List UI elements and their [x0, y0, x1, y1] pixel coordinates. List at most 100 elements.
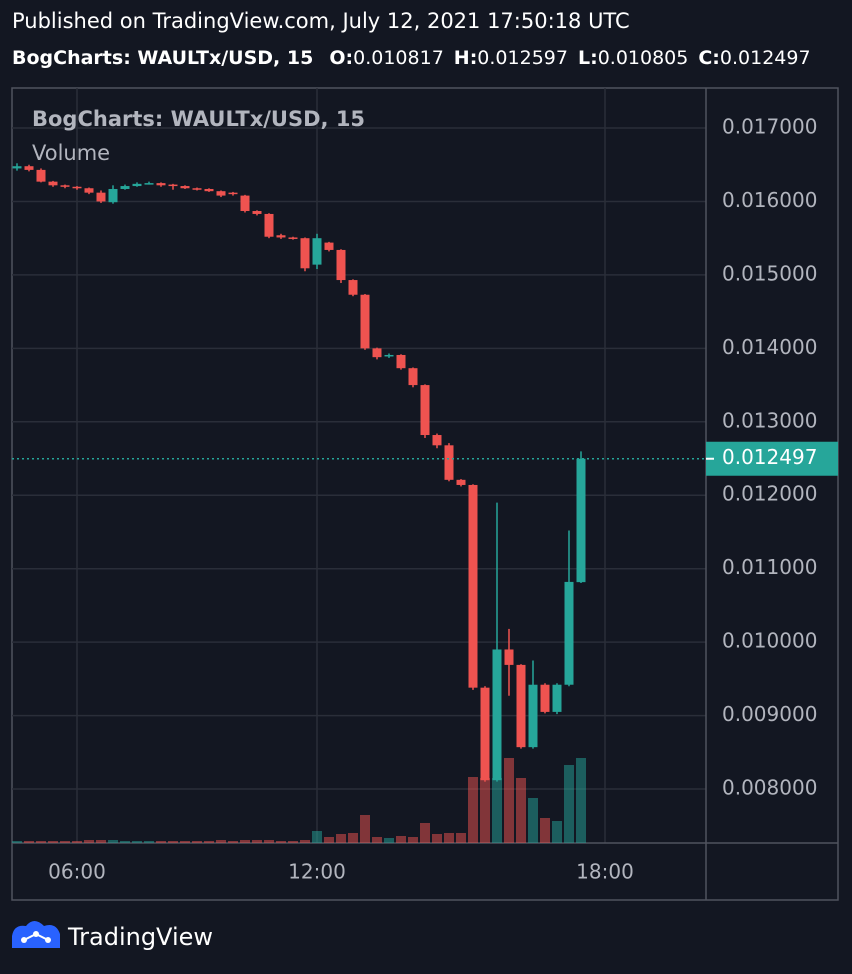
y-tick-label: 0.010000: [722, 629, 817, 653]
brand: TradingView: [67, 923, 213, 951]
volume-bar: [216, 840, 226, 843]
y-tick-label: 0.008000: [722, 776, 817, 800]
y-tick-label: 0.013000: [722, 408, 817, 432]
volume-bar: [252, 840, 262, 843]
volume-bar: [180, 841, 190, 843]
volume-bar: [456, 833, 466, 843]
candle-body: [336, 249, 346, 281]
candle-body: [396, 354, 406, 369]
volume-bar: [36, 841, 46, 843]
candle-body: [204, 188, 214, 192]
last-price-label: 0.012497: [722, 445, 817, 469]
ohlc-value: 0.010805: [598, 47, 689, 69]
candle-body: [576, 458, 586, 583]
volume-bar: [516, 778, 526, 843]
volume-bar: [228, 841, 238, 843]
volume-bar: [276, 841, 286, 843]
candle-body: [420, 385, 430, 436]
ohlc-label: H:: [454, 47, 478, 69]
candle-body: [132, 183, 142, 187]
candle-body: [432, 435, 442, 446]
volume-bar: [360, 815, 370, 843]
volume-bar: [336, 834, 346, 843]
candle-body: [264, 213, 274, 237]
volume-bar: [156, 841, 166, 843]
candle-body: [192, 188, 202, 190]
candle-body: [72, 186, 82, 189]
volume-bar: [48, 841, 58, 843]
volume-bar: [72, 841, 82, 843]
candle-body: [540, 684, 550, 712]
volume-bar: [96, 840, 106, 843]
volume-bar: [504, 758, 514, 843]
volume-bar: [312, 831, 322, 843]
candle-body: [468, 484, 478, 688]
candle-body: [60, 185, 70, 187]
candle-body: [384, 354, 394, 357]
volume-bar: [300, 840, 310, 843]
candle-body: [456, 479, 466, 485]
published-line: Published on TradingView.com, July 12, 2…: [12, 9, 630, 33]
logo: [12, 921, 60, 948]
candle-body: [408, 368, 418, 386]
y-tick-label: 0.009000: [722, 702, 817, 726]
candle-body: [504, 649, 514, 665]
candle-body: [36, 169, 46, 182]
volume-bar: [540, 818, 550, 843]
candle-body: [348, 280, 358, 295]
chart-title: BogCharts: WAULTx/USD, 15: [32, 107, 365, 131]
candle-body: [108, 188, 118, 203]
candle-body: [516, 664, 526, 748]
ohlc-label: C:: [698, 47, 720, 69]
y-tick-label: 0.016000: [722, 188, 817, 212]
volume-bar: [420, 823, 430, 843]
candle-body: [492, 649, 502, 781]
candle-body: [156, 183, 166, 186]
volume-bar: [468, 777, 478, 843]
y-tick-label: 0.017000: [722, 115, 817, 139]
candle-body: [216, 191, 226, 196]
candle-body: [12, 166, 22, 169]
x-tick-label: 12:00: [288, 860, 346, 884]
volume-bar: [84, 840, 94, 843]
candle-body: [480, 687, 490, 781]
ohlc-label: O:: [329, 47, 353, 69]
candle-body: [528, 684, 538, 748]
volume-bar: [108, 840, 118, 843]
candle-body: [312, 238, 322, 265]
x-tick-label: 18:00: [576, 860, 634, 884]
volume-bar: [240, 840, 250, 843]
candle-body: [288, 237, 298, 239]
ohlc-value: 0.012597: [477, 47, 568, 69]
x-tick-label: 06:00: [48, 860, 106, 884]
y-tick-label: 0.011000: [722, 555, 817, 579]
volume-bar: [372, 837, 382, 843]
candle-body: [144, 183, 154, 185]
ohlc-value: 0.012497: [720, 47, 811, 69]
volume-bar: [24, 841, 34, 843]
y-tick-label: 0.015000: [722, 261, 817, 285]
volume-bar: [432, 834, 442, 843]
candle-body: [552, 684, 562, 712]
volume-bar: [396, 836, 406, 843]
volume-bar: [12, 841, 22, 843]
volume-bar: [528, 798, 538, 843]
volume-bar: [492, 778, 502, 843]
ohlc-value: 0.010817: [353, 47, 444, 69]
volume-bar: [576, 758, 586, 843]
volume-bar: [132, 841, 142, 843]
candle-body: [444, 445, 454, 480]
volume-bar: [552, 821, 562, 843]
symbol: BogCharts: WAULTx/USD, 15: [12, 47, 313, 69]
y-tick-label: 0.014000: [722, 335, 817, 359]
candle-body: [240, 195, 250, 212]
plot: [12, 88, 838, 900]
volume-bar: [408, 837, 418, 843]
volume-bar: [288, 841, 298, 843]
volume-bar: [204, 841, 214, 843]
candle-body: [48, 181, 58, 186]
candle-body: [180, 186, 190, 189]
volume-bar: [264, 840, 274, 843]
volume-bar: [324, 837, 334, 843]
